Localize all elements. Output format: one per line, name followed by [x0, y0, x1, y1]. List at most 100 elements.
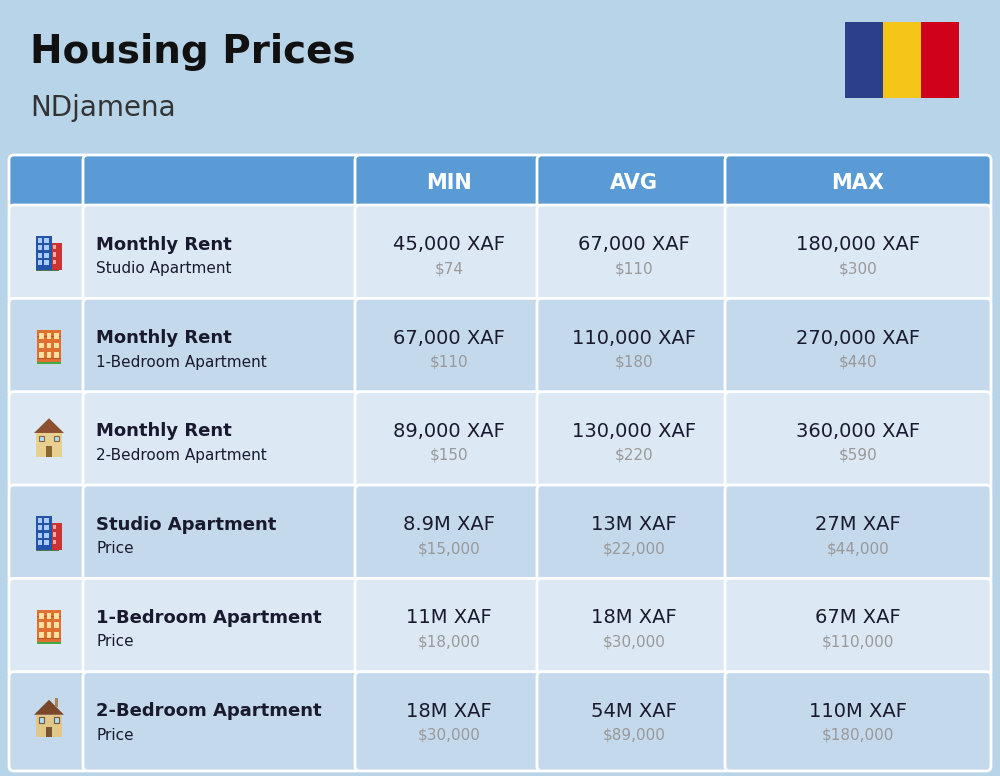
Bar [46, 727, 52, 737]
Bar [37, 362, 61, 364]
Text: Studio Apartment: Studio Apartment [96, 516, 276, 534]
Text: $150: $150 [430, 448, 468, 462]
Text: AVG: AVG [610, 173, 658, 193]
FancyBboxPatch shape [9, 205, 89, 304]
Text: 67,000 XAF: 67,000 XAF [393, 328, 505, 348]
FancyBboxPatch shape [83, 205, 361, 304]
Text: 110,000 XAF: 110,000 XAF [572, 328, 696, 348]
Text: 2-Bedroom Apartment: 2-Bedroom Apartment [96, 448, 267, 462]
Text: 67M XAF: 67M XAF [815, 608, 901, 628]
Bar [39, 352, 44, 358]
FancyBboxPatch shape [355, 578, 543, 677]
Text: 1-Bedroom Apartment: 1-Bedroom Apartment [96, 609, 322, 627]
Bar [54, 717, 59, 722]
FancyBboxPatch shape [725, 205, 991, 304]
FancyBboxPatch shape [537, 672, 731, 771]
FancyBboxPatch shape [83, 672, 361, 771]
Bar [38, 525, 42, 530]
Text: 13M XAF: 13M XAF [591, 515, 677, 534]
Bar [44, 238, 49, 243]
Text: $44,000: $44,000 [827, 541, 889, 556]
Text: MIN: MIN [426, 173, 472, 193]
Text: 54M XAF: 54M XAF [591, 702, 677, 721]
Text: 89,000 XAF: 89,000 XAF [393, 422, 505, 441]
Bar [38, 238, 42, 243]
Bar [53, 532, 56, 537]
Text: 360,000 XAF: 360,000 XAF [796, 422, 920, 441]
FancyBboxPatch shape [83, 298, 361, 397]
FancyBboxPatch shape [537, 578, 731, 677]
Text: $110: $110 [430, 355, 468, 369]
Polygon shape [34, 418, 64, 433]
Text: Monthly Rent: Monthly Rent [96, 236, 232, 254]
Bar [39, 622, 44, 629]
Text: Monthly Rent: Monthly Rent [96, 422, 232, 440]
FancyBboxPatch shape [537, 485, 731, 584]
Bar [37, 611, 61, 643]
Text: MAX: MAX [832, 173, 885, 193]
FancyBboxPatch shape [537, 205, 731, 304]
Text: 27M XAF: 27M XAF [815, 515, 901, 534]
Bar [54, 352, 59, 358]
Bar [44, 253, 49, 258]
Text: $300: $300 [839, 262, 877, 276]
Bar [37, 358, 61, 359]
FancyBboxPatch shape [9, 485, 89, 584]
Bar [44, 245, 49, 251]
Bar [38, 253, 42, 258]
Bar [54, 698, 58, 707]
Text: NDjamena: NDjamena [30, 94, 176, 122]
Bar [47, 333, 51, 339]
Text: 180,000 XAF: 180,000 XAF [796, 235, 920, 255]
Bar [54, 333, 59, 339]
FancyBboxPatch shape [537, 298, 731, 397]
Bar [36, 549, 59, 552]
Bar [54, 342, 59, 348]
FancyBboxPatch shape [355, 485, 543, 584]
Bar [53, 540, 56, 544]
Text: $22,000: $22,000 [603, 541, 665, 556]
FancyBboxPatch shape [83, 578, 361, 677]
Bar [36, 433, 62, 457]
Bar [46, 446, 52, 457]
Bar [53, 252, 56, 257]
Bar [38, 245, 42, 251]
FancyBboxPatch shape [725, 485, 991, 584]
Bar [39, 342, 44, 348]
Bar [36, 516, 52, 550]
Text: 1-Bedroom Apartment: 1-Bedroom Apartment [96, 355, 267, 369]
FancyBboxPatch shape [83, 155, 361, 211]
Bar [36, 715, 62, 736]
Text: 18M XAF: 18M XAF [406, 702, 492, 721]
FancyBboxPatch shape [9, 672, 89, 771]
FancyBboxPatch shape [537, 392, 731, 491]
Text: 45,000 XAF: 45,000 XAF [393, 235, 505, 255]
Text: $180,000: $180,000 [822, 728, 894, 743]
Bar [38, 532, 42, 538]
Bar [54, 613, 59, 618]
Text: Price: Price [96, 635, 134, 650]
Bar [36, 269, 59, 272]
Bar [53, 525, 56, 529]
Bar [47, 622, 51, 629]
Bar [47, 613, 51, 618]
Text: 2-Bedroom Apartment: 2-Bedroom Apartment [96, 702, 322, 720]
Text: $110: $110 [615, 262, 653, 276]
Text: $220: $220 [615, 448, 653, 462]
Bar [37, 331, 61, 363]
Text: $590: $590 [839, 448, 877, 462]
Text: 270,000 XAF: 270,000 XAF [796, 328, 920, 348]
Bar [38, 260, 42, 265]
Text: $89,000: $89,000 [603, 728, 665, 743]
Polygon shape [34, 700, 64, 715]
FancyBboxPatch shape [9, 578, 89, 677]
Bar [53, 260, 56, 265]
Text: Studio Apartment: Studio Apartment [96, 262, 232, 276]
Bar [44, 260, 49, 265]
FancyBboxPatch shape [725, 392, 991, 491]
FancyBboxPatch shape [9, 298, 89, 397]
Text: $18,000: $18,000 [418, 635, 480, 650]
Text: Monthly Rent: Monthly Rent [96, 329, 232, 347]
Bar [52, 243, 62, 270]
Bar [37, 336, 61, 338]
